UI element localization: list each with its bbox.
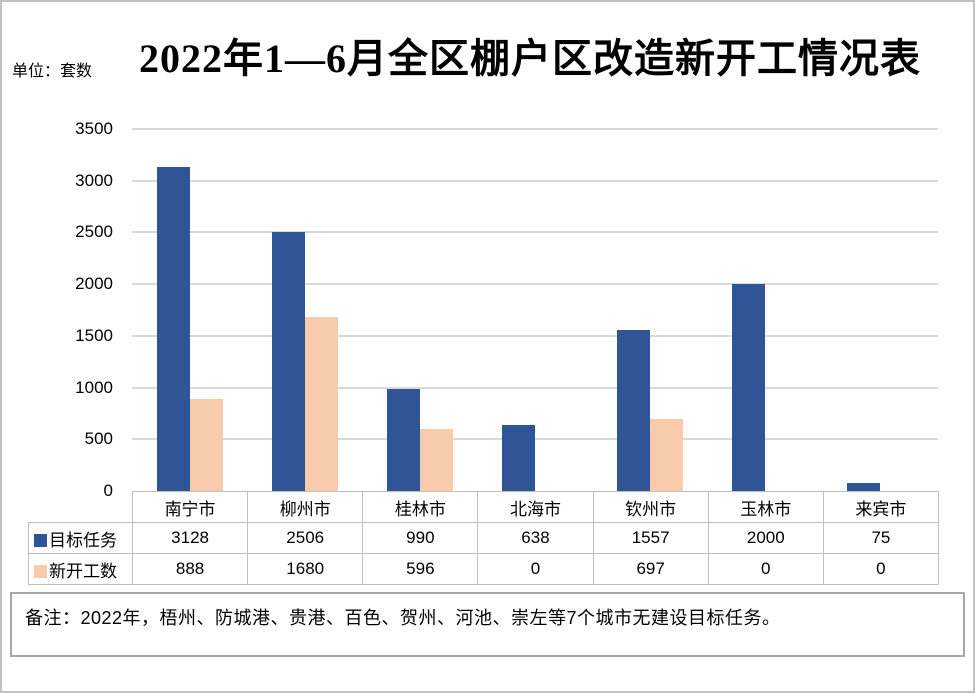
value-cell: 990 xyxy=(362,522,479,554)
legend-cell: 目标任务 xyxy=(28,522,133,554)
value-cell: 75 xyxy=(822,522,939,554)
value-cell: 2506 xyxy=(247,522,364,554)
category-header-row: 南宁市 柳州市 桂林市 北海市 钦州市 玉林市 来宾市 xyxy=(29,491,939,523)
bar xyxy=(419,429,453,491)
bar xyxy=(650,419,684,491)
note-box: 备注：2022年，梧州、防城港、贵港、百色、贺州、河池、崇左等7个城市无建设目标… xyxy=(10,592,965,657)
bar xyxy=(386,389,420,491)
series-data-row: 新开工数 888 1680 596 0 697 0 0 xyxy=(28,553,939,585)
y-tick-label: 0 xyxy=(103,481,113,500)
bar xyxy=(156,167,190,491)
y-tick-label: 3500 xyxy=(75,119,113,138)
chart-title: 2022年1—6月全区棚户区改造新开工情况表 xyxy=(139,36,921,81)
value-cell: 1680 xyxy=(247,553,364,585)
value-cell: 0 xyxy=(707,553,824,585)
value-cell: 888 xyxy=(131,553,249,585)
note-text: 备注：2022年，梧州、防城港、贵港、百色、贺州、河池、崇左等7个城市无建设目标… xyxy=(25,608,781,628)
category-label-cell: 北海市 xyxy=(477,491,594,523)
value-cell: 638 xyxy=(477,522,594,554)
legend-cell: 新开工数 xyxy=(28,553,133,585)
chart-data-table: 南宁市 柳州市 桂林市 北海市 钦州市 玉林市 来宾市 目标任务 3128 2506 990 638 1… xyxy=(28,491,939,585)
plot-area xyxy=(132,128,938,491)
legend-series-label: 目标任务 xyxy=(49,530,117,550)
y-tick-label: 1500 xyxy=(75,325,113,345)
bar xyxy=(847,483,881,491)
value-cell: 3128 xyxy=(131,522,249,554)
gridline xyxy=(132,283,938,286)
corner-cell xyxy=(29,492,133,523)
unit-label: 单位：套数 xyxy=(12,63,93,80)
category-label-cell: 南宁市 xyxy=(131,491,249,523)
gridline xyxy=(132,386,938,389)
gridline xyxy=(132,179,938,182)
bar xyxy=(189,399,223,491)
bar xyxy=(271,232,305,491)
bar xyxy=(502,425,535,491)
gridline xyxy=(132,334,938,337)
value-cell: 697 xyxy=(592,553,709,585)
category-label-cell: 来宾市 xyxy=(822,491,939,523)
legend-series-label: 新开工数 xyxy=(49,561,117,581)
value-cell: 0 xyxy=(822,553,939,585)
bar xyxy=(732,284,766,491)
category-label-cell: 桂林市 xyxy=(362,491,479,523)
y-tick-label: 1000 xyxy=(75,377,113,397)
gridline xyxy=(132,231,938,234)
y-tick-label: 2500 xyxy=(75,222,113,242)
legend-color-swatch xyxy=(34,564,47,578)
gridline xyxy=(132,438,938,441)
bar xyxy=(617,330,651,491)
series-data-row: 目标任务 3128 2506 990 638 1557 2000 75 xyxy=(28,522,939,554)
value-cell: 2000 xyxy=(707,522,824,554)
category-label-cell: 钦州市 xyxy=(592,491,709,523)
y-tick-label: 500 xyxy=(84,429,113,449)
value-cell: 596 xyxy=(362,553,479,585)
category-label-cell: 玉林市 xyxy=(707,491,824,523)
y-axis: 0 500 1000 1500 2000 2500 3000 3500 xyxy=(2,2,115,522)
value-cell: 1557 xyxy=(592,522,709,554)
legend-color-swatch xyxy=(34,533,47,547)
value-cell: 0 xyxy=(477,553,594,585)
category-label-cell: 柳州市 xyxy=(247,491,364,523)
y-tick-label: 3000 xyxy=(75,170,113,190)
y-tick-label: 2000 xyxy=(75,274,113,294)
bar xyxy=(304,317,338,491)
gridline xyxy=(132,128,938,130)
